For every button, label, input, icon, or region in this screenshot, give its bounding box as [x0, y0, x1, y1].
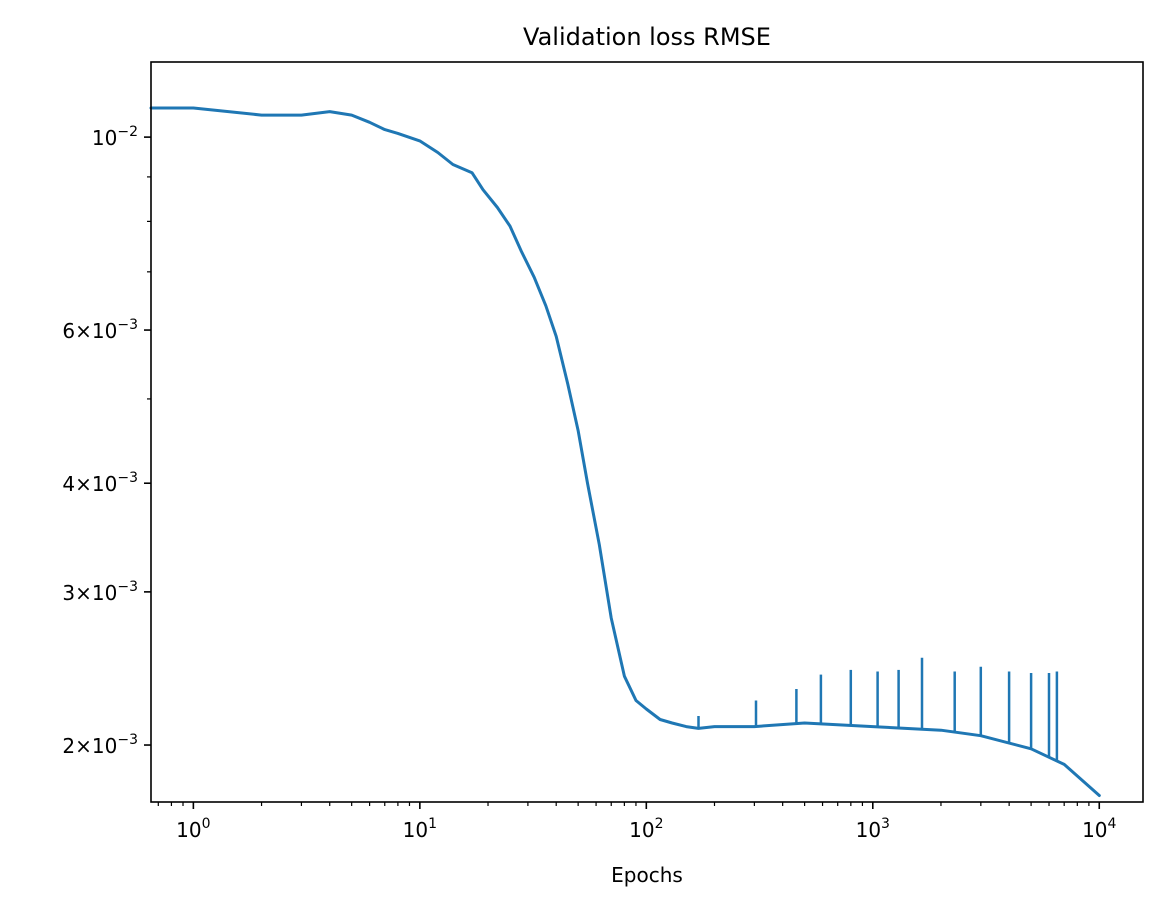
y-tick-label: 6×10−3 [62, 317, 138, 343]
chart-title: Validation loss RMSE [523, 23, 771, 51]
y-tick-label: 3×10−3 [62, 579, 138, 605]
series-line [149, 106, 1101, 797]
y-tick-label: 10−2 [92, 124, 138, 150]
x-axis-label: Epochs [611, 863, 683, 887]
y-tick-label: 4×10−3 [62, 470, 138, 496]
plot-area [149, 61, 1144, 803]
x-tick-label: 101 [403, 816, 437, 842]
x-axis: 100 101 102 103 104 [157, 802, 1117, 842]
x-tick-label: 103 [856, 816, 890, 842]
x-tick-label: 100 [176, 816, 210, 842]
x-tick-label: 102 [629, 816, 663, 842]
series-layer [149, 106, 1101, 797]
y-tick-label: 2×10−3 [62, 732, 138, 758]
x-tick-label: 104 [1082, 816, 1116, 842]
y-axis: 10−2 6×10−3 4×10−3 3×10−3 2×10−3 [62, 124, 151, 758]
axes-frame [150, 61, 1144, 803]
